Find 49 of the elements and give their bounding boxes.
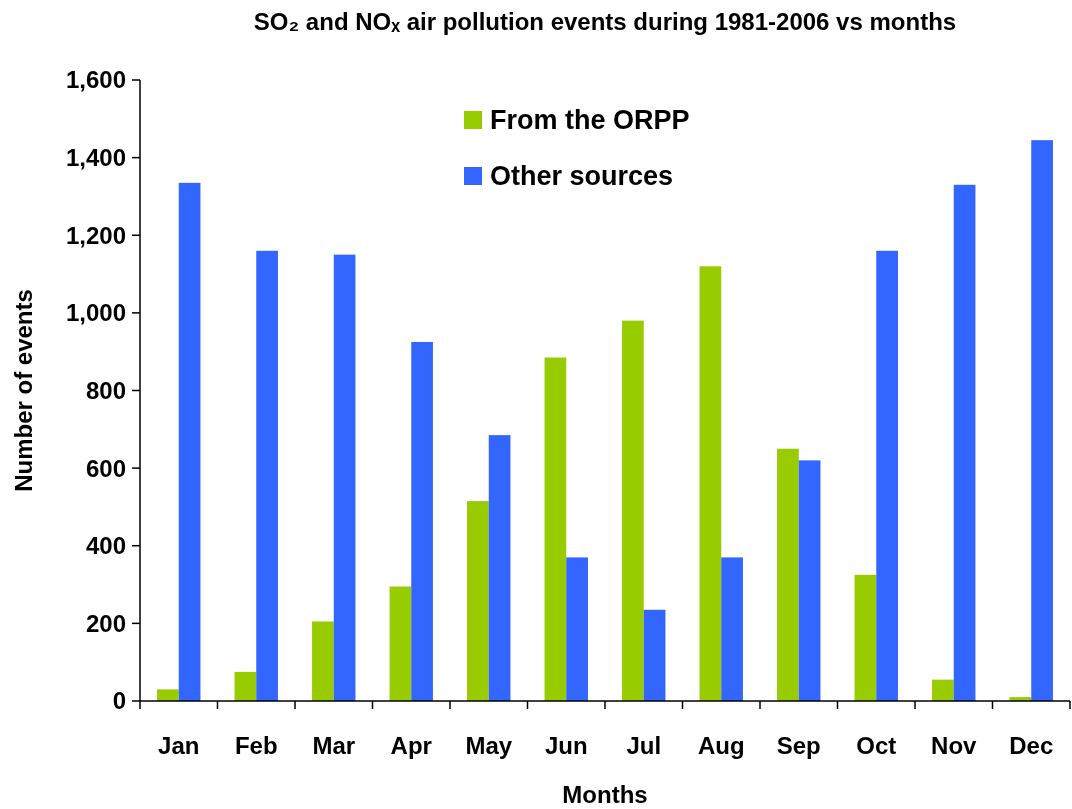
bar <box>798 460 821 701</box>
x-tick-label: May <box>465 732 513 759</box>
y-tick-label: 200 <box>85 609 126 637</box>
chart-title: SO₂ and NOₓ air pollution events during 1981-2006 vs months <box>253 8 957 35</box>
bar <box>157 689 179 701</box>
bar <box>411 341 433 701</box>
x-tick-label: Jan <box>158 732 200 759</box>
bar <box>622 320 644 701</box>
y-tick-label: 600 <box>85 454 126 482</box>
x-tick-label: Mar <box>312 732 356 759</box>
bar <box>699 266 722 701</box>
y-tick-label: 1,200 <box>65 221 126 249</box>
legend-label: From the ORPP <box>490 105 690 136</box>
x-tick-label: Jul <box>626 732 662 759</box>
x-tick-label: Sep <box>776 732 821 759</box>
y-tick-label: 400 <box>85 532 126 560</box>
bar <box>234 671 257 701</box>
bar <box>876 250 898 701</box>
bar <box>312 621 334 701</box>
y-tick-label: 0 <box>112 687 126 715</box>
x-tick-label: Nov <box>931 732 978 759</box>
y-tick-label: 1,000 <box>65 299 126 327</box>
bar <box>488 435 511 701</box>
x-tick-label: Jun <box>544 732 588 759</box>
bar <box>333 254 356 701</box>
legend-label: Other sources <box>490 161 674 192</box>
x-tick-label: Feb <box>234 732 278 759</box>
bar <box>178 182 201 701</box>
x-tick-label: Aug <box>697 732 745 759</box>
bar <box>721 557 743 701</box>
bar <box>953 184 976 701</box>
bar <box>1031 140 1053 701</box>
bar <box>256 250 278 701</box>
bar <box>467 501 489 701</box>
bar <box>777 448 799 701</box>
y-tick-label: 800 <box>85 376 126 404</box>
x-tick-label: Dec <box>1009 732 1054 759</box>
x-axis-title: Months <box>562 781 648 808</box>
bar <box>854 574 877 701</box>
bar <box>932 679 954 701</box>
y-axis-title: Number of events <box>10 289 37 492</box>
bar <box>544 357 567 701</box>
bar <box>389 586 412 701</box>
y-tick-label: 1,600 <box>65 66 126 94</box>
bar <box>566 557 588 701</box>
x-tick-label: Apr <box>390 732 432 759</box>
y-tick-label: 1,400 <box>65 144 126 172</box>
x-tick-label: Oct <box>856 732 897 759</box>
bar <box>643 609 666 701</box>
